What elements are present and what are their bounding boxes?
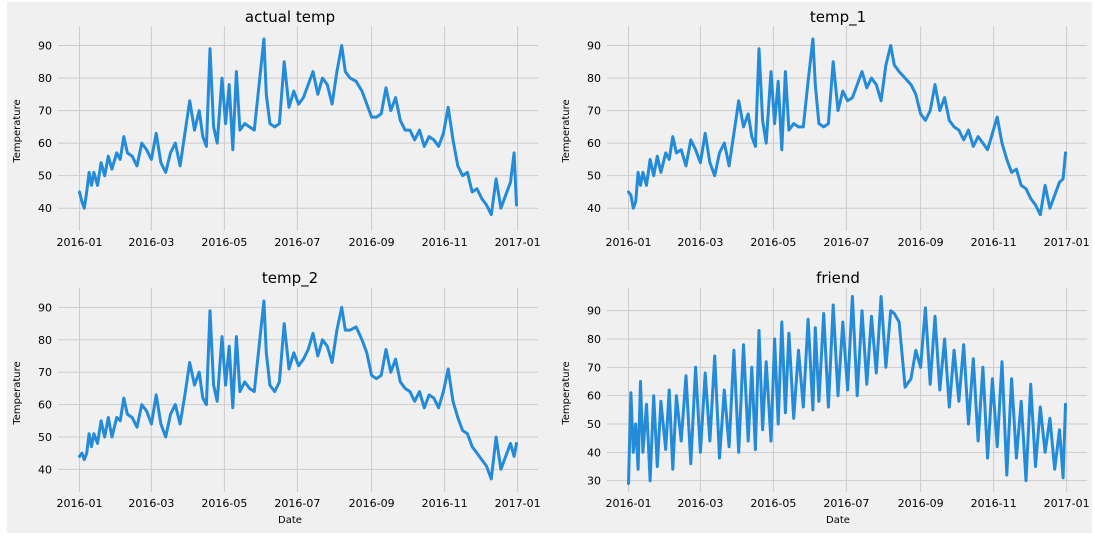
- series-line: [627, 37, 1067, 217]
- x-tick-label: 2016-11: [422, 497, 468, 510]
- x-tick-label: 2016-05: [750, 497, 796, 510]
- y-tick-label: 60: [38, 399, 52, 412]
- y-tick-label: 40: [587, 446, 601, 459]
- x-tick-label: 2017-01: [495, 236, 541, 249]
- chart-temp-2: temp_2 Temperature Date 40 50 60 70 80 90 201…: [12, 270, 541, 526]
- y-grid: [58, 306, 538, 470]
- x-tick-label: 2016-03: [677, 497, 723, 510]
- x-tick-label: 2017-01: [495, 497, 541, 510]
- figure-background: [7, 2, 1092, 533]
- x-tick-label: 2016-09: [898, 497, 944, 510]
- x-grid: [628, 26, 1068, 231]
- x-tick-label: 2016-05: [750, 236, 796, 249]
- x-tick-label: 2016-11: [422, 236, 468, 249]
- y-tick-label: 40: [587, 202, 601, 215]
- chart-title: temp_2: [262, 270, 318, 288]
- y-tick-label: 70: [587, 361, 601, 374]
- y-axis-label: Temperature: [561, 99, 572, 163]
- x-tick-labels: 2016-01 2016-03 2016-05 2016-07 2016-09 2016-…: [606, 497, 1090, 510]
- series-line: [78, 37, 518, 217]
- y-axis-label: Temperature: [12, 361, 23, 425]
- x-tick-label: 2016-01: [57, 236, 103, 249]
- x-tick-labels: 2016-01 2016-03 2016-05 2016-07 2016-09 2016-…: [57, 497, 541, 510]
- x-tick-label: 2016-07: [274, 497, 320, 510]
- y-tick-labels: 40 50 60 70 80 90: [38, 40, 52, 216]
- x-tick-label: 2016-11: [971, 497, 1017, 510]
- chart-title: actual temp: [245, 8, 335, 26]
- chart-title: friend: [816, 270, 860, 287]
- y-tick-label: 70: [38, 105, 52, 118]
- x-tick-label: 2016-11: [971, 236, 1017, 249]
- x-tick-label: 2016-07: [823, 497, 869, 510]
- y-grid: [58, 45, 538, 209]
- y-tick-label: 90: [587, 40, 601, 53]
- x-tick-label: 2016-05: [201, 236, 247, 249]
- chart-friend: friend Temperature Date 30 40 50 60 70 80 90 2…: [561, 270, 1090, 526]
- y-tick-label: 60: [38, 137, 52, 150]
- y-tick-label: 40: [38, 463, 52, 476]
- x-tick-label: 2016-07: [823, 236, 869, 249]
- y-tick-label: 80: [38, 72, 52, 85]
- y-tick-label: 30: [587, 475, 601, 488]
- y-tick-label: 80: [38, 334, 52, 347]
- y-tick-labels: 40 50 60 70 80 90: [587, 40, 601, 216]
- y-tick-label: 50: [38, 431, 52, 444]
- x-tick-label: 2016-09: [349, 497, 395, 510]
- y-tick-label: 50: [587, 418, 601, 431]
- y-tick-label: 50: [38, 170, 52, 183]
- y-tick-label: 90: [38, 40, 52, 53]
- chart-title: temp_1: [810, 8, 866, 27]
- x-tick-label: 2016-03: [128, 236, 174, 249]
- y-tick-label: 90: [587, 305, 601, 318]
- y-tick-labels: 40 50 60 70 80 90: [38, 301, 52, 476]
- y-tick-label: 70: [38, 366, 52, 379]
- y-axis-label: Temperature: [561, 361, 572, 425]
- y-tick-label: 80: [587, 72, 601, 85]
- x-axis-label: Date: [278, 515, 302, 526]
- x-tick-label: 2016-03: [677, 236, 723, 249]
- y-tick-labels: 30 40 50 60 70 80 90: [587, 305, 601, 488]
- y-tick-label: 60: [587, 137, 601, 150]
- y-axis-label: Temperature: [12, 99, 23, 163]
- x-tick-label: 2016-09: [898, 236, 944, 249]
- y-grid: [607, 45, 1087, 209]
- x-tick-labels: 2016-01 2016-03 2016-05 2016-07 2016-09 2016-…: [606, 236, 1090, 249]
- y-tick-label: 80: [587, 333, 601, 346]
- x-tick-label: 2016-09: [349, 236, 395, 249]
- y-tick-label: 60: [587, 390, 601, 403]
- y-tick-label: 50: [587, 170, 601, 183]
- x-tick-label: 2016-01: [57, 497, 103, 510]
- y-tick-label: 90: [38, 301, 52, 314]
- series-line: [627, 295, 1067, 485]
- x-grid: [79, 288, 519, 492]
- x-tick-label: 2016-07: [274, 236, 320, 249]
- x-tick-label: 2016-03: [128, 497, 174, 510]
- y-tick-label: 40: [38, 202, 52, 215]
- x-tick-label: 2017-01: [1044, 236, 1090, 249]
- y-tick-label: 70: [587, 105, 601, 118]
- x-tick-label: 2016-05: [201, 497, 247, 510]
- series-line: [78, 299, 518, 481]
- x-axis-label: Date: [826, 515, 850, 526]
- chart-actual-temp: actual temp Temperature 40 50 60 70 80 90 201…: [12, 8, 541, 249]
- x-tick-labels: 2016-01 2016-03 2016-05 2016-07 2016-09 2016-…: [57, 236, 541, 249]
- x-tick-label: 2016-01: [606, 497, 652, 510]
- x-tick-label: 2017-01: [1044, 497, 1090, 510]
- x-tick-label: 2016-01: [606, 236, 652, 249]
